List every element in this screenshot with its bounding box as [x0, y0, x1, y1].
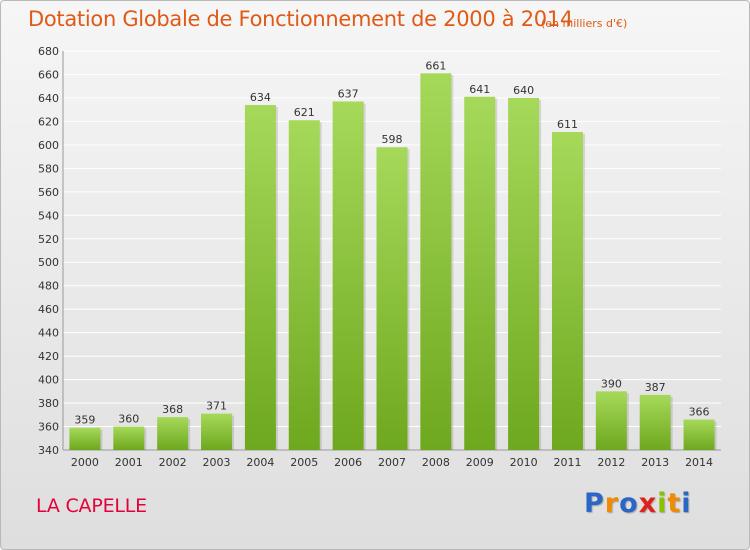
- logo-letter: i: [657, 488, 668, 519]
- y-tick-label: 660: [38, 68, 59, 81]
- y-tick-label: 640: [38, 92, 59, 105]
- bar: [288, 120, 320, 451]
- y-tick-label: 400: [38, 374, 59, 387]
- y-tick-label: 380: [38, 397, 59, 410]
- y-tick-label: 360: [38, 421, 59, 434]
- x-tick-label: 2006: [334, 456, 362, 469]
- bar: [420, 73, 452, 450]
- bar: [332, 101, 364, 450]
- bar: [595, 391, 627, 450]
- x-tick-label: 2011: [553, 456, 581, 469]
- y-tick-label: 500: [38, 256, 59, 269]
- data-label: 634: [250, 91, 271, 104]
- chart-title: Dotation Globale de Fonctionnement de 20…: [28, 7, 573, 31]
- y-tick-label: 420: [38, 350, 59, 363]
- bar: [683, 419, 715, 450]
- x-tick-label: 2000: [71, 456, 99, 469]
- bar: [508, 97, 540, 451]
- proxiti-logo: Proxiti: [584, 488, 692, 519]
- y-tick-label: 680: [38, 45, 59, 58]
- data-label: 390: [601, 377, 622, 390]
- y-tick-label: 520: [38, 233, 59, 246]
- logo-letter: t: [667, 488, 682, 519]
- x-tick-label: 2001: [115, 456, 143, 469]
- data-label: 637: [338, 87, 359, 100]
- y-tick-label: 560: [38, 186, 59, 199]
- x-tick-label: 2012: [597, 456, 625, 469]
- x-tick-label: 2010: [510, 456, 538, 469]
- bar: [639, 394, 671, 450]
- data-label: 661: [425, 59, 446, 72]
- data-label: 371: [206, 400, 227, 413]
- logo-letter: x: [638, 488, 658, 519]
- bar: [157, 417, 189, 450]
- bar: [376, 147, 408, 450]
- bar: [551, 131, 583, 451]
- data-label: 359: [74, 414, 95, 427]
- logo-letter: P: [584, 488, 605, 519]
- y-tick-label: 480: [38, 280, 59, 293]
- x-tick-label: 2009: [466, 456, 494, 469]
- x-tick-label: 2003: [203, 456, 231, 469]
- bar: [201, 413, 233, 450]
- data-label: 640: [513, 84, 534, 97]
- data-label: 366: [689, 405, 710, 418]
- bar: [464, 96, 496, 451]
- data-label: 611: [557, 118, 578, 131]
- chart-subtitle: (en milliers d'€): [541, 17, 628, 30]
- bar: [69, 427, 101, 450]
- y-tick-label: 600: [38, 139, 59, 152]
- x-tick-label: 2008: [422, 456, 450, 469]
- data-label: 621: [294, 106, 315, 119]
- x-tick-label: 2013: [641, 456, 669, 469]
- y-tick-label: 620: [38, 115, 59, 128]
- logo-letter: i: [681, 488, 692, 519]
- x-tick-label: 2002: [159, 456, 187, 469]
- x-tick-label: 2007: [378, 456, 406, 469]
- y-tick-label: 460: [38, 303, 59, 316]
- y-tick-label: 440: [38, 327, 59, 340]
- city-name: LA CAPELLE: [36, 495, 147, 517]
- x-tick-label: 2005: [290, 456, 318, 469]
- y-tick-label: 580: [38, 162, 59, 175]
- data-label: 368: [162, 403, 183, 416]
- bar: [113, 426, 145, 450]
- y-tick-label: 540: [38, 209, 59, 222]
- data-label: 598: [382, 133, 403, 146]
- bar: [244, 104, 276, 450]
- x-tick-label: 2014: [685, 456, 713, 469]
- data-label: 641: [469, 83, 490, 96]
- logo-letter: r: [604, 488, 620, 519]
- logo-letter: o: [619, 488, 639, 519]
- y-tick-label: 340: [38, 444, 59, 457]
- x-tick-label: 2004: [246, 456, 274, 469]
- data-label: 387: [645, 381, 666, 394]
- data-label: 360: [118, 413, 139, 426]
